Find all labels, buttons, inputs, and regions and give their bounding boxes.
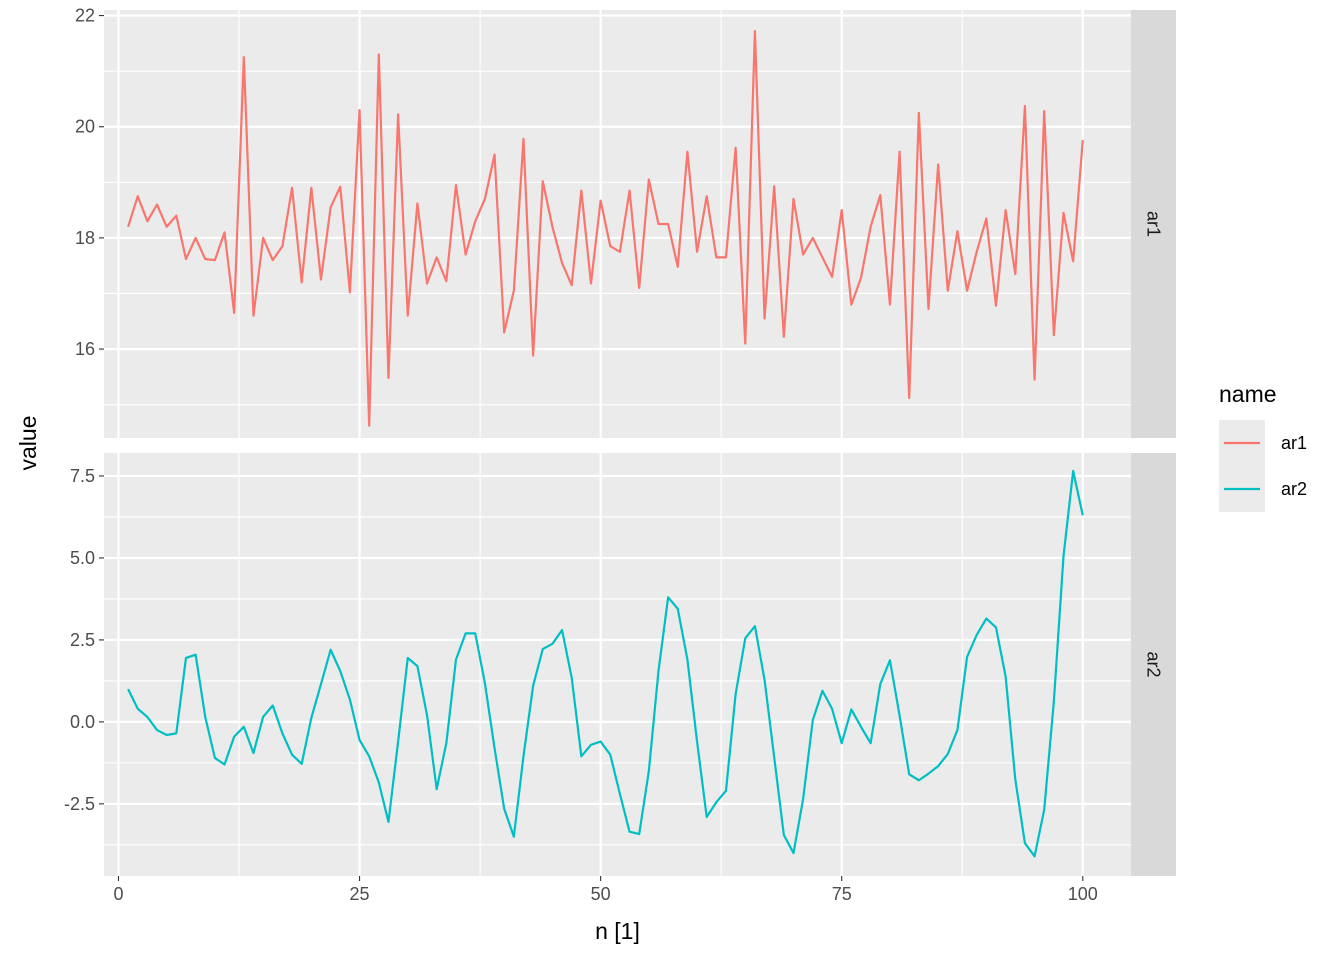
x-tick-label: 75 [832, 884, 852, 904]
facet-panel-ar1: ar1 16 18 20 22 [75, 6, 1176, 438]
facet-panel-ar2: ar2 -2.5 0.0 2.5 5.0 7.5 [64, 453, 1176, 876]
y-tick-label: 2.5 [70, 630, 95, 650]
x-axis-title: n [1] [595, 918, 640, 944]
legend-label-ar1: ar1 [1281, 433, 1307, 453]
y-tick-label: 7.5 [70, 466, 95, 486]
x-tick-label: 50 [591, 884, 611, 904]
y-axis-title: value [15, 416, 41, 471]
series-line-ar1 [127, 30, 1084, 427]
facet-strip-ar2 [1131, 453, 1176, 876]
y-axis-ar2: -2.5 0.0 2.5 5.0 7.5 [64, 466, 104, 814]
legend: name ar1 ar2 [1219, 381, 1307, 512]
series-line-ar2 [127, 469, 1084, 858]
panel-gridlines [104, 453, 1131, 876]
x-tick-label: 100 [1068, 884, 1098, 904]
panel-gridlines [104, 10, 1131, 438]
y-tick-label: 18 [75, 228, 95, 248]
y-tick-label: 16 [75, 339, 95, 359]
legend-title: name [1219, 381, 1277, 407]
y-tick-label: 5.0 [70, 548, 95, 568]
y-tick-label: 20 [75, 117, 95, 137]
facet-strip-ar1 [1131, 10, 1176, 438]
facet-strip-label: ar1 [1144, 211, 1164, 237]
y-axis-ar1: 16 18 20 22 [75, 6, 104, 359]
x-tick-label: 0 [113, 884, 123, 904]
x-tick-label: 25 [350, 884, 370, 904]
y-tick-label: -2.5 [64, 794, 95, 814]
facet-strip-label: ar2 [1144, 651, 1164, 677]
panel-background [104, 10, 1131, 438]
legend-label-ar2: ar2 [1281, 479, 1307, 499]
x-axis: 0 25 50 75 100 [113, 876, 1098, 904]
y-tick-label: 0.0 [70, 712, 95, 732]
y-tick-label: 22 [75, 6, 95, 26]
panel-background [104, 453, 1131, 876]
